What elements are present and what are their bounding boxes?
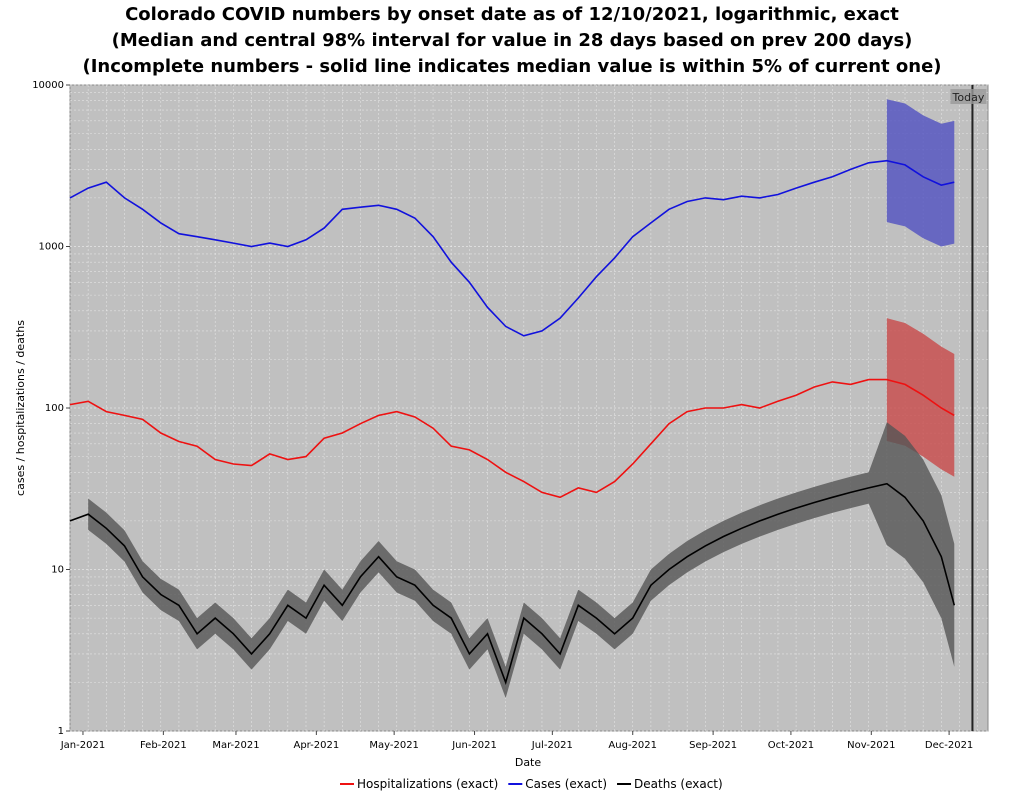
x-tick-label: May-2021 [369,740,419,751]
y-tick-label: 100 [45,403,64,414]
legend: Hospitalizations (exact) Cases (exact) Dea… [340,777,723,791]
chart-title: Colorado COVID numbers by onset date as … [82,4,941,77]
x-axis-label: Date [515,756,542,769]
x-tick-label: Jul-2021 [531,740,573,751]
x-tick-label: Apr-2021 [293,740,339,751]
x-tick-label: Nov-2021 [847,740,895,751]
band-2 [886,99,955,247]
x-tick-label: Aug-2021 [608,740,657,751]
title-line-2: (Median and central 98% interval for val… [112,30,913,51]
grid-lines [69,84,988,732]
band-3 [88,422,955,699]
x-tick-label: Jun-2021 [451,740,497,751]
y-axis-label: cases / hospitalizations / deaths [14,320,27,496]
confidence-bands [88,99,955,699]
x-tick-label: Sep-2021 [689,740,737,751]
x-tick-label: Feb-2021 [140,740,187,751]
title-line-3: (Incomplete numbers - solid line indicat… [82,56,941,77]
legend-label: Hospitalizations (exact) [357,777,498,791]
series-line-2 [69,159,955,337]
series-line-1 [69,378,955,499]
today-marker: Today [950,85,987,731]
y-tick-label: 10 [51,565,64,576]
y-tick-label: 10000 [32,80,64,91]
x-axis-ticks: Jan-2021 Feb-2021 Mar-2021 Apr-2021 May-2021… [60,731,973,751]
y-tick-label: 1000 [39,242,64,253]
title-line-1: Colorado COVID numbers by onset date as … [125,4,899,25]
series-lines [69,159,956,685]
x-tick-label: Mar-2021 [212,740,259,751]
series-line-3 [69,482,956,685]
legend-label: Cases (exact) [525,777,607,791]
today-label: Today [952,91,985,104]
x-tick-label: Oct-2021 [768,740,814,751]
today-label-bg [950,89,987,104]
legend-label: Deaths (exact) [634,777,723,791]
x-tick-label: Dec-2021 [925,740,973,751]
y-axis-ticks: 1 10 100 1000 10000 [32,80,70,737]
y-tick-label: 1 [58,726,64,737]
x-tick-label: Jan-2021 [60,740,105,751]
